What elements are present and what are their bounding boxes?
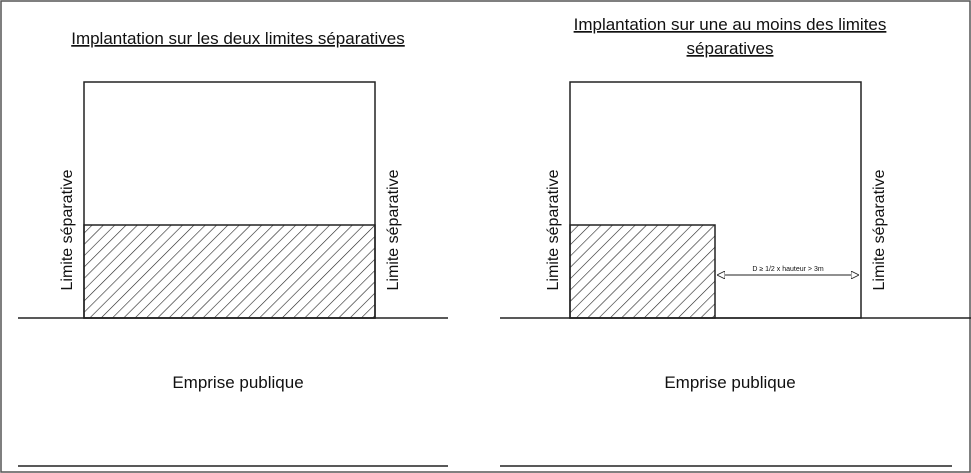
street-label: Emprise publique xyxy=(172,373,303,392)
right-limit-label: Limite séparative xyxy=(385,169,402,290)
right-title-2: séparatives xyxy=(687,39,774,58)
distance-label: D ≥ 1/2 x hauteur > 3m xyxy=(752,266,824,273)
right-title-1: Implantation sur une au moins des limite… xyxy=(574,15,887,34)
left-limit-label: Limite séparative xyxy=(59,169,76,290)
hatched-area xyxy=(569,224,716,319)
left-limit-label: Limite séparative xyxy=(545,169,562,290)
right-limit-label: Limite séparative xyxy=(871,169,888,290)
left-title: Implantation sur les deux limites sépara… xyxy=(71,29,405,48)
hatched-area xyxy=(83,224,376,319)
street-label: Emprise publique xyxy=(664,373,795,392)
